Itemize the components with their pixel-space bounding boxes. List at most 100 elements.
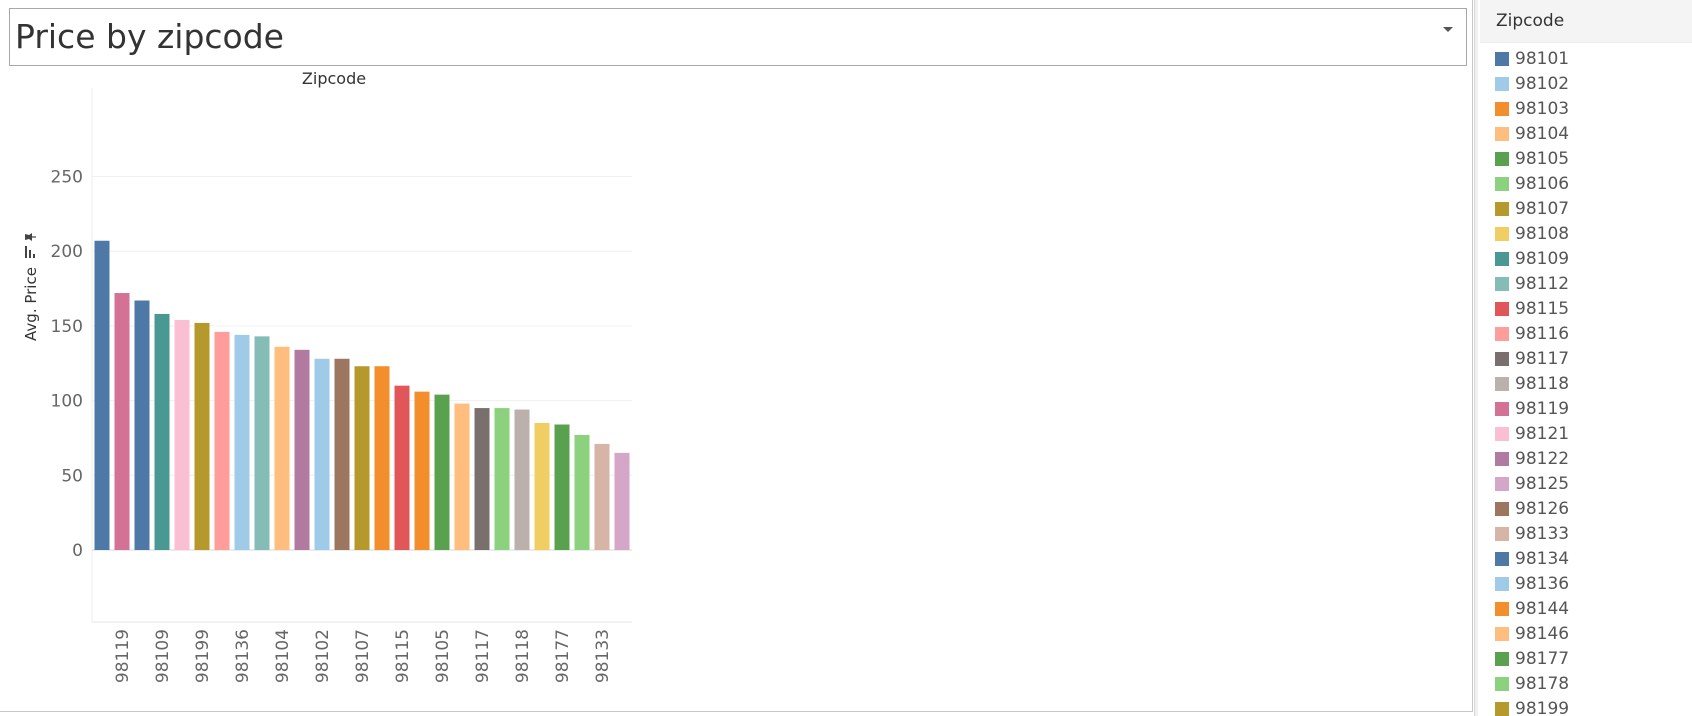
bar[interactable] [574, 434, 590, 550]
legend-item[interactable]: 98117 [1492, 346, 1569, 371]
legend-label: 98199 [1515, 698, 1570, 716]
bar[interactable] [94, 240, 110, 550]
legend-label: 98178 [1515, 673, 1570, 694]
viz-frame [0, 0, 1473, 712]
bar[interactable] [474, 408, 490, 550]
legend-label: 98103 [1515, 98, 1570, 119]
legend-swatch [1495, 126, 1509, 141]
bar[interactable] [234, 334, 250, 550]
bar[interactable] [514, 409, 530, 550]
legend-item[interactable]: 98177 [1492, 646, 1569, 671]
bar[interactable] [154, 313, 170, 550]
x-tick-label: 98104 [273, 629, 293, 683]
legend-swatch [1495, 476, 1509, 491]
bar[interactable] [554, 424, 570, 550]
legend-item[interactable]: 98125 [1492, 471, 1569, 496]
x-axis: 98119 98109 98199 98136 98104 98102 98107 98115… [113, 629, 613, 683]
bar[interactable] [194, 322, 210, 550]
legend-label: 98122 [1515, 448, 1570, 469]
legend-label: 98107 [1515, 198, 1570, 219]
legend-item[interactable]: 98105 [1492, 146, 1569, 171]
bar[interactable] [174, 319, 190, 550]
legend-swatch [1495, 551, 1509, 566]
bar[interactable] [454, 403, 470, 550]
bar[interactable] [374, 366, 390, 550]
legend-swatch [1495, 51, 1509, 66]
bar[interactable] [594, 443, 610, 550]
legend-item[interactable]: 98146 [1492, 621, 1569, 646]
legend-swatch [1495, 426, 1509, 441]
legend-swatch [1495, 451, 1509, 466]
bar[interactable] [254, 336, 270, 550]
legend-swatch [1495, 576, 1509, 591]
legend-label: 98101 [1515, 48, 1570, 69]
worksheet-title-box[interactable]: Price by zipcode [9, 8, 1467, 66]
bar[interactable] [114, 293, 130, 550]
legend-swatch [1495, 276, 1509, 291]
bar[interactable] [434, 394, 450, 550]
legend-item[interactable]: 98116 [1492, 321, 1569, 346]
legend-label: 98146 [1515, 623, 1570, 644]
legend-swatch [1495, 301, 1509, 316]
legend-swatch [1495, 226, 1509, 241]
bar[interactable] [334, 358, 350, 550]
pin-icon[interactable] [25, 233, 36, 241]
legend-item[interactable]: 98118 [1492, 371, 1569, 396]
y-tick-label: 250 [51, 168, 83, 188]
legend-item[interactable]: 98109 [1492, 246, 1569, 271]
legend-item[interactable]: 98112 [1492, 271, 1569, 296]
sort-icon[interactable] [25, 246, 35, 258]
x-tick-label: 98102 [313, 629, 333, 683]
legend-item[interactable]: 98136 [1492, 571, 1569, 596]
legend-item[interactable]: 98106 [1492, 171, 1569, 196]
legend-item[interactable]: 98104 [1492, 121, 1569, 146]
bar[interactable] [414, 391, 430, 550]
legend-swatch [1495, 676, 1509, 691]
legend-header[interactable]: Zipcode [1480, 0, 1692, 43]
legend-label: 98106 [1515, 173, 1570, 194]
legend-item[interactable]: 98121 [1492, 421, 1569, 446]
legend-item[interactable]: 98101 [1492, 46, 1569, 71]
dropdown-arrow-icon[interactable] [1440, 21, 1456, 37]
bar[interactable] [354, 366, 370, 550]
bar[interactable] [214, 331, 230, 550]
bar[interactable] [394, 385, 410, 550]
bar[interactable] [314, 358, 330, 550]
legend-swatch [1495, 401, 1509, 416]
legend-item[interactable]: 98103 [1492, 96, 1569, 121]
legend-item[interactable]: 98133 [1492, 521, 1569, 546]
legend-item[interactable]: 98122 [1492, 446, 1569, 471]
color-legend: Zipcode 98101 98102 98103 98104 98105 98106 98… [1480, 0, 1692, 716]
legend-label: 98102 [1515, 73, 1570, 94]
legend-item[interactable]: 98119 [1492, 396, 1569, 421]
bar[interactable] [134, 300, 150, 550]
bar[interactable] [614, 452, 630, 550]
legend-item[interactable]: 98107 [1492, 196, 1569, 221]
legend-swatch [1495, 176, 1509, 191]
legend-label: 98115 [1515, 298, 1570, 319]
legend-swatch [1495, 251, 1509, 266]
legend-swatch [1495, 701, 1509, 716]
pane-divider[interactable] [1474, 0, 1478, 716]
legend-item[interactable]: 98115 [1492, 296, 1569, 321]
bar[interactable] [494, 408, 510, 550]
legend-item[interactable]: 98144 [1492, 596, 1569, 621]
legend-item[interactable]: 98134 [1492, 546, 1569, 571]
x-tick-label: 98119 [113, 629, 133, 683]
bar[interactable] [274, 346, 290, 550]
legend-label: 98117 [1515, 348, 1570, 369]
legend-list: 98101 98102 98103 98104 98105 98106 98107 98108… [1492, 46, 1569, 716]
bar[interactable] [534, 423, 550, 550]
legend-swatch [1495, 651, 1509, 666]
y-tick-label: 150 [51, 317, 83, 337]
legend-item[interactable]: 98102 [1492, 71, 1569, 96]
legend-item[interactable]: 98199 [1492, 696, 1569, 716]
legend-label: 98125 [1515, 473, 1570, 494]
bars [94, 240, 630, 550]
legend-item[interactable]: 98126 [1492, 496, 1569, 521]
legend-item[interactable]: 98108 [1492, 221, 1569, 246]
x-tick-label: 98107 [353, 629, 373, 683]
x-tick-label: 98177 [553, 629, 573, 683]
legend-item[interactable]: 98178 [1492, 671, 1569, 696]
bar[interactable] [294, 349, 310, 550]
